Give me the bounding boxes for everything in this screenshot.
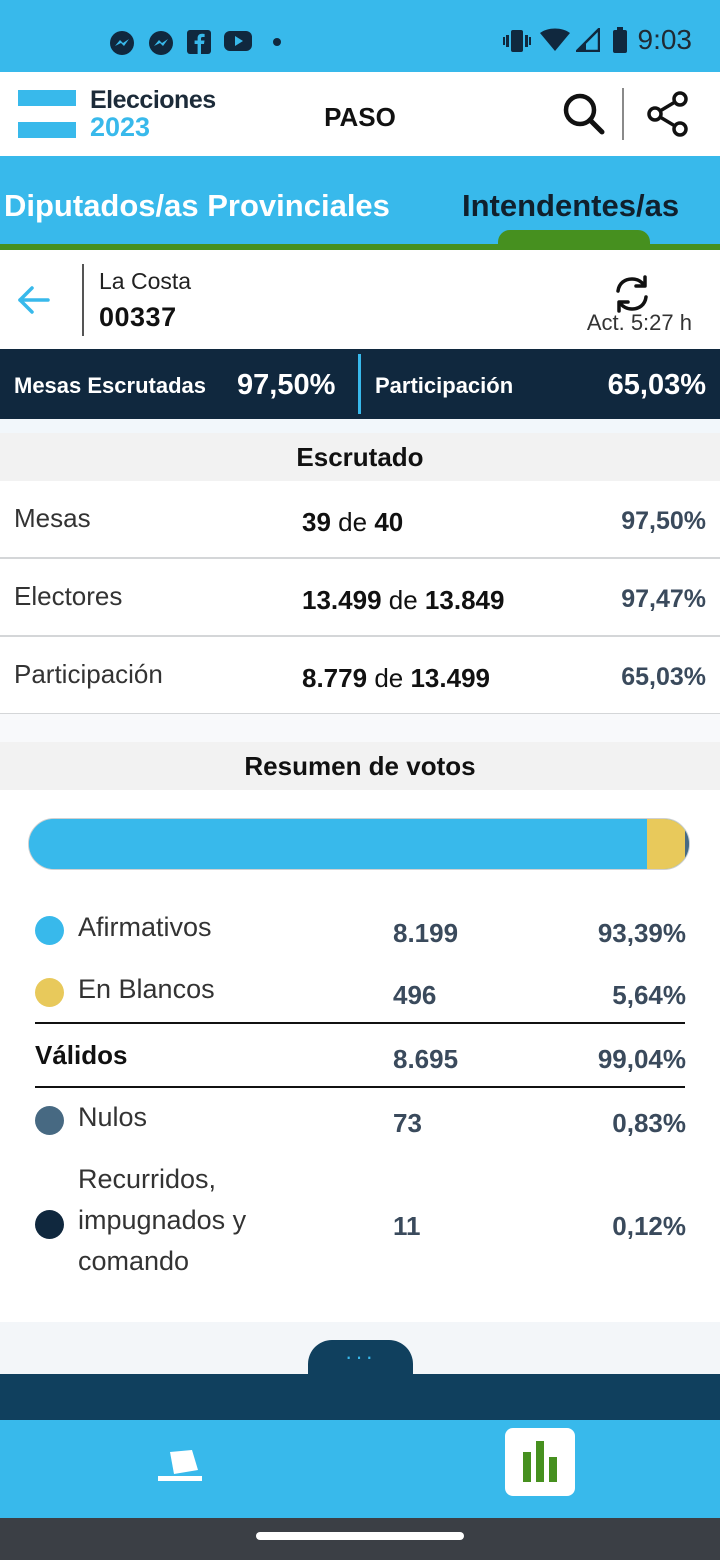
signal-icon (576, 28, 600, 52)
bar-chart-icon (523, 1441, 557, 1482)
home-gesture-pill[interactable] (256, 1532, 464, 1540)
summary-divider (358, 354, 361, 414)
tab-selected-indicator (498, 230, 650, 246)
summary-bar: Mesas Escrutadas 97,50% Participación 65… (0, 349, 720, 419)
youtube-icon (224, 31, 252, 51)
afirmativos-dot (35, 916, 64, 945)
messenger-icon (110, 31, 134, 55)
row-label: Participación (14, 659, 163, 689)
spacer (0, 714, 720, 742)
page-title: PASO (324, 102, 396, 132)
wifi-icon (540, 28, 570, 51)
ballot-icon[interactable] (156, 1450, 204, 1484)
row-fraction: 39 de 40 (302, 507, 404, 537)
en-blancos-dot (35, 978, 64, 1007)
resumen-title: Resumen de votos (0, 742, 720, 790)
vote-percentage: 0,83% (612, 1108, 686, 1138)
logo-line2: 2023 (90, 112, 151, 142)
back-arrow-icon[interactable] (16, 282, 52, 318)
vote-bar-segment (29, 819, 648, 869)
vote-label: Afirmativos (78, 912, 212, 942)
row-fraction: 13.499 de 13.849 (302, 585, 505, 615)
search-icon[interactable] (560, 90, 608, 138)
clock: 9:03 (637, 24, 693, 55)
escrutado-row-participacion: Participación 8.779 de 13.499 65,03% (0, 637, 720, 715)
vote-count: 496 (393, 980, 437, 1010)
location-divider (82, 264, 84, 336)
dot-icon (273, 38, 281, 46)
location-code: 00337 (99, 302, 177, 332)
vote-count: 11 (393, 1211, 421, 1241)
validos-count: 8.695 (393, 1044, 459, 1074)
bar-chart-tab[interactable] (505, 1428, 575, 1496)
row-label: Mesas (14, 503, 91, 533)
escrutado-row-electores: Electores 13.499 de 13.849 97,47% (0, 559, 720, 637)
row-percentage: 97,47% (621, 585, 706, 613)
vote-bar-segment (684, 819, 689, 869)
row-percentage: 97,50% (621, 507, 706, 535)
vibrate-icon (503, 30, 531, 52)
vote-label-line2: impugnados y (78, 1205, 247, 1235)
vote-label: Nulos (78, 1102, 148, 1132)
mesas-escrutadas-label: Mesas Escrutadas (14, 373, 206, 398)
vote-count: 8.199 (393, 918, 459, 948)
participacion-value: 65,03% (607, 369, 706, 401)
vote-percentage: 5,64% (612, 980, 686, 1010)
vote-percentage: 0,12% (612, 1211, 686, 1241)
recurridos-dot (35, 1210, 64, 1239)
vote-count: 73 (393, 1108, 422, 1138)
bottom-nav (0, 1420, 720, 1518)
share-icon[interactable] (644, 90, 692, 138)
spacer (0, 419, 720, 433)
vote-label-line1: Recurridos, (78, 1164, 217, 1194)
facebook-icon (187, 30, 211, 54)
location-name: La Costa (99, 268, 192, 294)
escrutado-row-mesas: Mesas 39 de 40 97,50% (0, 481, 720, 559)
row-fraction: 8.779 de 13.499 (302, 663, 490, 693)
vote-label: En Blancos (78, 974, 215, 1004)
validos-percentage: 99,04% (597, 1044, 686, 1074)
battery-icon (613, 27, 627, 53)
last-update-label: Act. 5:27 h (586, 310, 692, 335)
app-bar-divider (622, 88, 624, 140)
messenger-icon (149, 31, 173, 55)
app-bar: Elecciones 2023 PASO (0, 72, 720, 156)
divider-line (35, 1022, 685, 1024)
system-nav-bar (0, 1518, 720, 1560)
refresh-icon[interactable] (612, 274, 652, 314)
tab-diputados[interactable]: Diputados/as Provinciales (4, 188, 390, 223)
vote-percentage: 93,39% (597, 918, 686, 948)
location-header: La Costa 00337 Act. 5:27 h (0, 250, 720, 349)
escrutado-title: Escrutado (0, 433, 720, 481)
more-options-handle[interactable]: ··· (308, 1340, 413, 1380)
logo-flag-icon (18, 90, 76, 138)
votes-progress-bar (28, 818, 690, 870)
logo-line1: Elecciones (90, 86, 216, 114)
row-label: Electores (14, 581, 123, 611)
divider-line (35, 1086, 685, 1088)
participacion-label: Participación (375, 373, 514, 398)
row-percentage: 65,03% (621, 663, 706, 691)
validos-label: Válidos (35, 1040, 128, 1070)
mesas-escrutadas-value: 97,50% (237, 369, 336, 401)
vote-label-line3: comando (78, 1246, 190, 1276)
vote-bar-segment (647, 819, 685, 869)
tab-intendentes[interactable]: Intendentes/as (462, 188, 680, 223)
status-bar: 9:03 (0, 0, 720, 72)
nulos-dot (35, 1106, 64, 1135)
tab-underline (0, 244, 720, 250)
bottom-panel (0, 1374, 720, 1420)
